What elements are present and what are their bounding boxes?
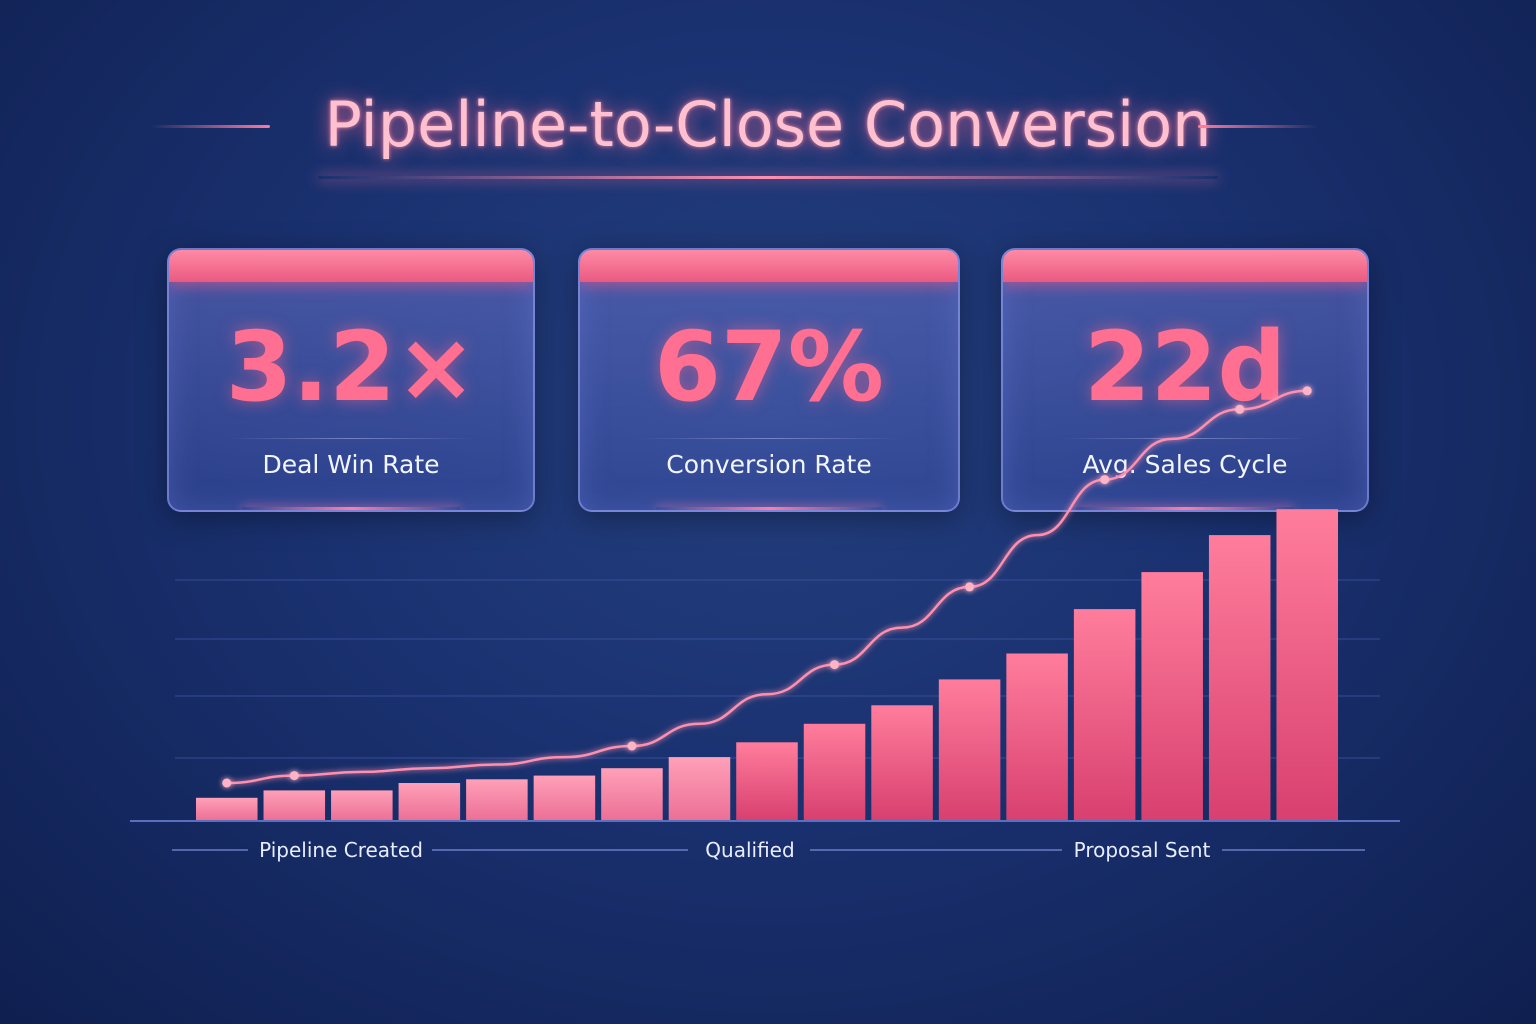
trend-point	[1100, 475, 1110, 485]
trend-point	[289, 771, 299, 781]
kpi-card-cap	[169, 250, 533, 282]
chart-bar	[736, 742, 798, 820]
kpi-label: Deal Win Rate	[262, 450, 440, 479]
chart-bar	[331, 790, 393, 820]
chart-bar	[1141, 572, 1203, 820]
trend-point	[222, 778, 232, 788]
stage-label-pipeline-created: Pipeline Created	[259, 838, 423, 862]
stage-labels: Pipeline Created Qualified Proposal Sent	[172, 838, 1365, 862]
chart-bar	[1208, 535, 1271, 820]
chart-bar	[1006, 653, 1068, 820]
chart-bar	[196, 797, 258, 820]
page-title: Pipeline-to-Close Conversion	[324, 88, 1212, 161]
kpi-label: Conversion Rate	[666, 450, 872, 479]
title-dash-right	[1198, 125, 1318, 128]
kpi-value: 3.2×	[225, 311, 477, 423]
kpi-label: Avg. Sales Cycle	[1082, 450, 1288, 479]
trend-point	[830, 660, 840, 670]
title-dash-left	[150, 125, 270, 128]
kpi-card-conversion-rate: 67% Conversion Rate	[578, 248, 960, 512]
trend-points	[222, 386, 1312, 788]
chart-bar	[803, 723, 866, 820]
title-underline	[318, 176, 1218, 179]
chart-bars	[196, 509, 1338, 820]
chart-bar	[938, 679, 1001, 820]
trend-point	[1235, 404, 1245, 414]
chart-bar	[601, 768, 663, 820]
chart-bar	[1073, 609, 1136, 820]
kpi-card-sales-cycle: 22d Avg. Sales Cycle	[1001, 248, 1369, 512]
title-block: Pipeline-to-Close Conversion	[0, 80, 1536, 180]
chart-bar	[263, 790, 326, 820]
kpi-card-glow	[655, 507, 883, 510]
stage-label-qualified: Qualified	[705, 838, 794, 862]
kpi-card-cap	[1003, 250, 1367, 282]
chart-bar	[466, 779, 528, 820]
trend-line	[226, 389, 1308, 785]
chart-bar	[668, 757, 731, 820]
trend-point	[965, 582, 975, 592]
kpi-separator	[640, 438, 898, 439]
trend-point	[627, 741, 637, 751]
kpi-card-win-rate: 3.2× Deal Win Rate	[167, 248, 535, 512]
kpi-value: 22d	[1083, 311, 1287, 423]
trend-point	[1302, 386, 1312, 396]
kpi-separator	[1063, 438, 1307, 439]
chart-bar	[398, 783, 461, 820]
stage-label-proposal-sent: Proposal Sent	[1074, 838, 1211, 862]
chart-bar	[1276, 509, 1338, 820]
kpi-card-cap	[580, 250, 958, 282]
kpi-card-glow	[241, 507, 461, 510]
chart-bar	[533, 775, 596, 820]
chart-bar	[871, 705, 933, 820]
kpi-card-glow	[1075, 507, 1295, 510]
kpi-separator	[229, 438, 473, 439]
kpi-value: 67%	[654, 311, 884, 423]
